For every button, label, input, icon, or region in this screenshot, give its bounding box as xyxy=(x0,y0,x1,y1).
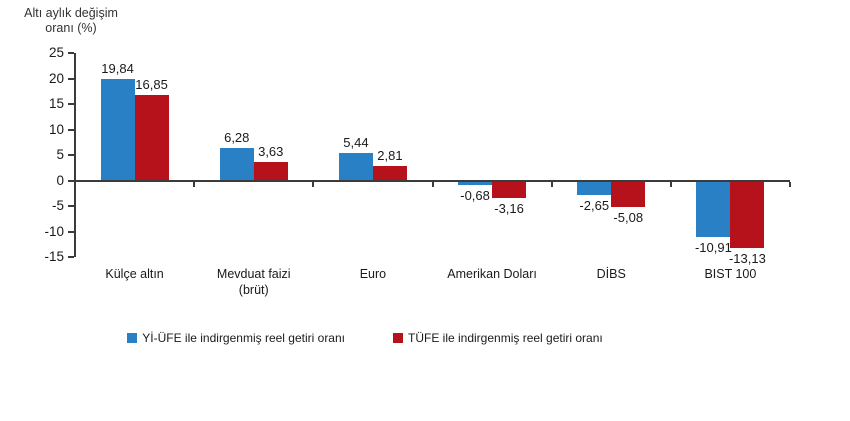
value-label-blue-6: -10,91 xyxy=(694,240,732,256)
y-tick xyxy=(68,256,74,258)
value-label-blue-2: 6,28 xyxy=(224,130,250,146)
legend-swatch-red-icon xyxy=(393,333,403,343)
legend-swatch-blue-icon xyxy=(127,333,138,343)
value-label-red-4: -3,16 xyxy=(494,200,524,216)
y-tick xyxy=(68,154,74,156)
x-tick xyxy=(550,181,553,187)
y-tick xyxy=(68,179,74,182)
bar-red-5 xyxy=(611,181,646,208)
category-label-6: BIST 100 xyxy=(704,267,757,281)
category-label-3: Euro xyxy=(359,267,387,281)
bar-blue-2 xyxy=(219,148,254,181)
bar-blue-6 xyxy=(696,181,731,238)
x-axis-line xyxy=(74,179,790,182)
category-label-5: DİBS xyxy=(596,267,626,281)
chart-title: Altı aylık değişim oranı (%) xyxy=(24,6,118,35)
y-tick xyxy=(68,230,74,233)
value-label-blue-3: 5,44 xyxy=(343,134,369,150)
category-label-4: Amerikan Doları xyxy=(447,267,537,281)
legend-item-yiufe: Yİ-ÜFE ile indirgenmiş reel getiri oranı xyxy=(127,331,345,345)
value-label-blue-5: -2,65 xyxy=(579,198,610,213)
value-label-red-3: 2,81 xyxy=(377,148,403,164)
bar-blue-3 xyxy=(338,152,373,181)
y-tick xyxy=(68,128,74,131)
legend-item-tufe: TÜFE ile indirgenmiş reel getiri oranı xyxy=(393,331,603,345)
x-tick xyxy=(193,181,196,187)
legend: Yİ-ÜFE ile indirgenmiş reel getiri oranı… xyxy=(0,331,730,345)
legend-label-tufe: TÜFE ile indirgenmiş reel getiri oranı xyxy=(408,331,603,345)
bar-red-4 xyxy=(492,181,527,198)
x-tick xyxy=(312,181,315,187)
y-tick-label: 20 xyxy=(48,70,64,86)
y-tick-label: 25 xyxy=(48,45,64,60)
value-label-red-6: -13,13 xyxy=(728,251,766,267)
legend-label-yiufe: Yİ-ÜFE ile indirgenmiş reel getiri oranı xyxy=(142,331,345,345)
y-tick xyxy=(68,205,74,207)
bar-blue-4 xyxy=(458,181,493,185)
value-label-red-2: 3,63 xyxy=(258,143,284,159)
value-label-red-5: -5,08 xyxy=(613,210,644,226)
bar-red-1 xyxy=(134,94,169,181)
category-label-1: Külçe altın xyxy=(105,267,164,281)
bar-blue-5 xyxy=(577,181,612,195)
x-tick xyxy=(431,181,434,187)
y-tick-label: 10 xyxy=(48,121,64,137)
y-axis-line xyxy=(74,53,76,257)
x-tick xyxy=(789,181,791,187)
y-tick xyxy=(68,77,74,80)
y-tick-label: -5 xyxy=(51,198,64,213)
value-label-blue-1: 19,84 xyxy=(101,61,134,77)
value-label-red-1: 16,85 xyxy=(135,76,168,92)
bar-red-2 xyxy=(253,161,288,181)
bar-blue-1 xyxy=(100,79,135,181)
y-tick-label: -15 xyxy=(44,249,64,264)
x-tick xyxy=(669,181,672,187)
y-tick-label: 0 xyxy=(56,172,64,188)
bar-red-3 xyxy=(372,166,407,181)
y-tick-label: -10 xyxy=(44,223,64,239)
y-tick-label: 5 xyxy=(56,147,64,162)
value-label-blue-4: -0,68 xyxy=(460,187,490,203)
category-label-2: Mevduat faizi (brüt) xyxy=(216,267,291,297)
bar-red-6 xyxy=(730,181,765,249)
y-tick xyxy=(68,52,74,54)
y-tick-label: 15 xyxy=(48,96,64,111)
y-tick xyxy=(68,103,74,105)
